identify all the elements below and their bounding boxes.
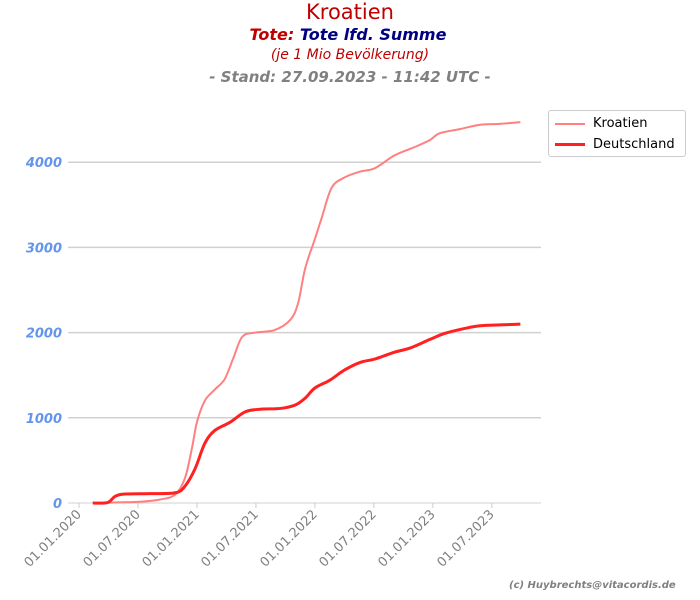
copyright-credit: (c) Huybrechts@vitacordis.de xyxy=(509,580,676,591)
legend-swatch xyxy=(555,122,585,125)
y-tick-label: 2000 xyxy=(26,327,62,342)
x-tick-label: 01.07.2023 xyxy=(434,507,497,570)
chart-subtitle: Tote: Tote lfd. Summe xyxy=(0,25,698,44)
y-tick-label: 4000 xyxy=(25,156,62,171)
legend-item-deutschland[interactable]: Deutschland xyxy=(549,134,685,155)
y-tick-label: 3000 xyxy=(26,241,62,256)
legend-label: Kroatien xyxy=(593,116,648,131)
chart-timestamp: - Stand: 27.09.2023 - 11:42 UTC - xyxy=(209,68,491,86)
legend-swatch xyxy=(555,143,585,146)
x-tick-label: 01.01.2020 xyxy=(22,507,85,570)
legend-item-kroatien[interactable]: Kroatien xyxy=(549,113,685,134)
y-tick-label: 0 xyxy=(53,497,62,512)
chart-subtitle-unit: (je 1 Mio Bevölkerung) xyxy=(270,47,430,63)
series-line-kroatien xyxy=(92,121,521,504)
y-tick-label: 1000 xyxy=(26,412,62,427)
x-tick-label: 01.07.2022 xyxy=(316,507,379,570)
x-tick-label: 01.07.2020 xyxy=(81,507,144,570)
x-tick-label: 01.07.2021 xyxy=(199,507,262,570)
legend-label: Deutschland xyxy=(593,137,675,152)
x-tick-label: 01.01.2023 xyxy=(375,507,438,570)
x-tick-label: 01.01.2022 xyxy=(258,507,321,570)
subtitle-value: Tote lfd. Summe xyxy=(299,25,447,44)
subtitle-label: Tote: xyxy=(249,25,295,44)
x-tick-label: 01.01.2021 xyxy=(140,507,203,570)
legend: Kroatien Deutschland xyxy=(548,110,686,157)
series-line-deutschland xyxy=(92,322,521,505)
chart-title: Kroatien xyxy=(306,0,394,24)
